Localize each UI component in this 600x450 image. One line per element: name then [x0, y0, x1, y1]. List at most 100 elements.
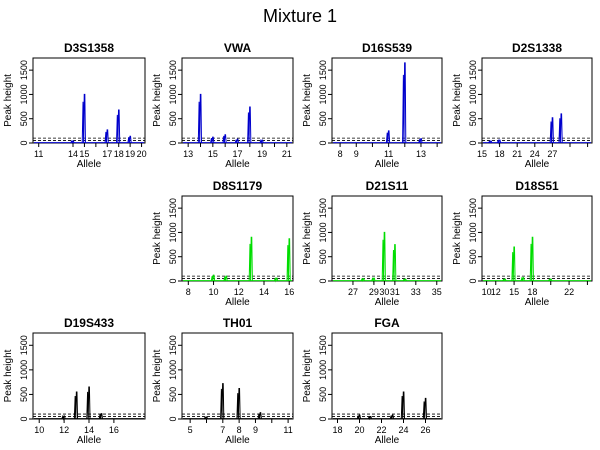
- peak: [367, 415, 372, 421]
- peak: [548, 278, 553, 282]
- x-tick-label: 15: [509, 287, 519, 297]
- x-tick-label: 14: [84, 425, 94, 435]
- y-tick-label: 500: [168, 249, 178, 264]
- peak: [511, 246, 516, 281]
- peak: [220, 383, 225, 419]
- y-tick-label: 1500: [19, 60, 29, 80]
- x-axis-label: Allele: [225, 435, 250, 446]
- y-tick-label: 500: [468, 111, 478, 126]
- x-tick-label: 15: [208, 149, 218, 159]
- x-tick-label: 35: [432, 287, 442, 297]
- plot-frame: [32, 332, 146, 420]
- x-tick-label: 21: [282, 149, 292, 159]
- x-tick-label: 7: [220, 425, 225, 435]
- x-tick-label: 31: [390, 287, 400, 297]
- peak: [402, 62, 407, 143]
- y-axis-label: Peak height: [152, 212, 163, 265]
- plot-frame: [32, 57, 146, 144]
- x-tick-label: 17: [102, 149, 112, 159]
- x-tick-label: 24: [530, 149, 540, 159]
- y-tick-label: 0: [168, 416, 178, 421]
- peak: [400, 391, 405, 419]
- panel-title: D19S433: [64, 316, 114, 330]
- y-tick-label: 1000: [168, 84, 178, 104]
- peak: [496, 138, 502, 145]
- y-tick-label: 1500: [168, 335, 178, 355]
- y-tick-label: 1000: [468, 84, 478, 104]
- y-axis-label: Peak height: [152, 74, 163, 127]
- x-tick-label: 18: [332, 425, 342, 435]
- y-axis-label: Peak height: [302, 212, 313, 265]
- peak: [360, 277, 365, 283]
- y-tick-label: 500: [19, 387, 29, 402]
- x-tick-label: 8: [186, 287, 191, 297]
- peak: [371, 276, 376, 283]
- peak: [236, 388, 241, 419]
- peak: [259, 138, 264, 145]
- x-tick-label: 18: [527, 287, 537, 297]
- peak: [529, 236, 534, 281]
- x-axis-label: Allele: [77, 435, 102, 446]
- y-tick-label: 1500: [318, 60, 328, 80]
- x-tick-label: 12: [59, 425, 69, 435]
- x-axis-label: Allele: [375, 435, 400, 446]
- peak: [223, 275, 228, 281]
- panel-d19s433: D19S433 10 12 14 16 0 500 1000 1500 Allele Peak he…: [3, 316, 146, 446]
- peak: [402, 278, 407, 282]
- x-tick-label: 33: [411, 287, 421, 297]
- x-axis-label: Allele: [375, 159, 400, 170]
- figure-title: Mixture 1: [262, 6, 338, 26]
- y-tick-label: 0: [318, 140, 328, 145]
- y-tick-label: 0: [19, 140, 29, 145]
- peak: [222, 134, 227, 143]
- peak: [86, 386, 91, 419]
- x-axis-label: Allele: [225, 297, 250, 308]
- x-tick-label: 14: [259, 287, 269, 297]
- y-axis-label: Peak height: [302, 74, 313, 127]
- y-tick-label: 1500: [168, 198, 178, 218]
- y-tick-label: 1000: [318, 360, 328, 380]
- peak: [422, 397, 427, 419]
- x-tick-label: 5: [188, 425, 193, 435]
- peak: [381, 231, 386, 281]
- peak: [247, 106, 252, 143]
- y-tick-label: 0: [318, 416, 328, 421]
- peak: [558, 113, 563, 143]
- y-tick-label: 1500: [318, 335, 328, 355]
- panel-th01: TH01 5 7 8 9 11 0 500 1000 1500 Allele Peak height: [152, 316, 294, 446]
- panel-d8s1179: D8S1179 8 10 12 14 16 0 500 1000 1500 Allele Peak h…: [152, 179, 294, 308]
- peak: [248, 236, 253, 281]
- y-tick-label: 500: [168, 387, 178, 402]
- plot-frame: [481, 195, 593, 282]
- x-tick-label: 22: [564, 287, 574, 297]
- peak: [210, 274, 216, 281]
- x-tick-label: 9: [354, 149, 359, 159]
- panel-title: FGA: [374, 316, 400, 330]
- x-tick-label: 11: [34, 149, 43, 159]
- y-tick-label: 1500: [468, 198, 478, 218]
- peak: [70, 139, 75, 145]
- y-tick-label: 1000: [468, 222, 478, 242]
- x-tick-label: 15: [477, 149, 487, 159]
- panel-title: D16S539: [362, 41, 412, 55]
- y-tick-label: 1000: [19, 84, 29, 104]
- plot-frame: [481, 57, 593, 144]
- peak: [234, 138, 239, 143]
- peak: [104, 129, 109, 143]
- x-axis-label: Allele: [525, 297, 550, 308]
- x-tick-label: 27: [547, 149, 557, 159]
- y-tick-label: 0: [468, 278, 478, 283]
- y-tick-label: 1000: [168, 222, 178, 242]
- peak: [520, 276, 525, 281]
- peak: [81, 93, 86, 143]
- x-tick-label: 20: [354, 425, 364, 435]
- panel-d21s11: D21S11 27 29 30 31 33 35 0 500 1000 1500 Allele Peak…: [302, 179, 443, 308]
- x-tick-label: 18: [114, 149, 124, 159]
- y-axis-label: Peak height: [3, 349, 14, 402]
- peak: [61, 414, 66, 421]
- x-tick-label: 11: [283, 425, 292, 435]
- y-tick-label: 1500: [19, 335, 29, 355]
- y-axis-label: Peak height: [452, 74, 463, 127]
- x-tick-label: 30: [379, 287, 389, 297]
- x-tick-label: 10: [34, 425, 44, 435]
